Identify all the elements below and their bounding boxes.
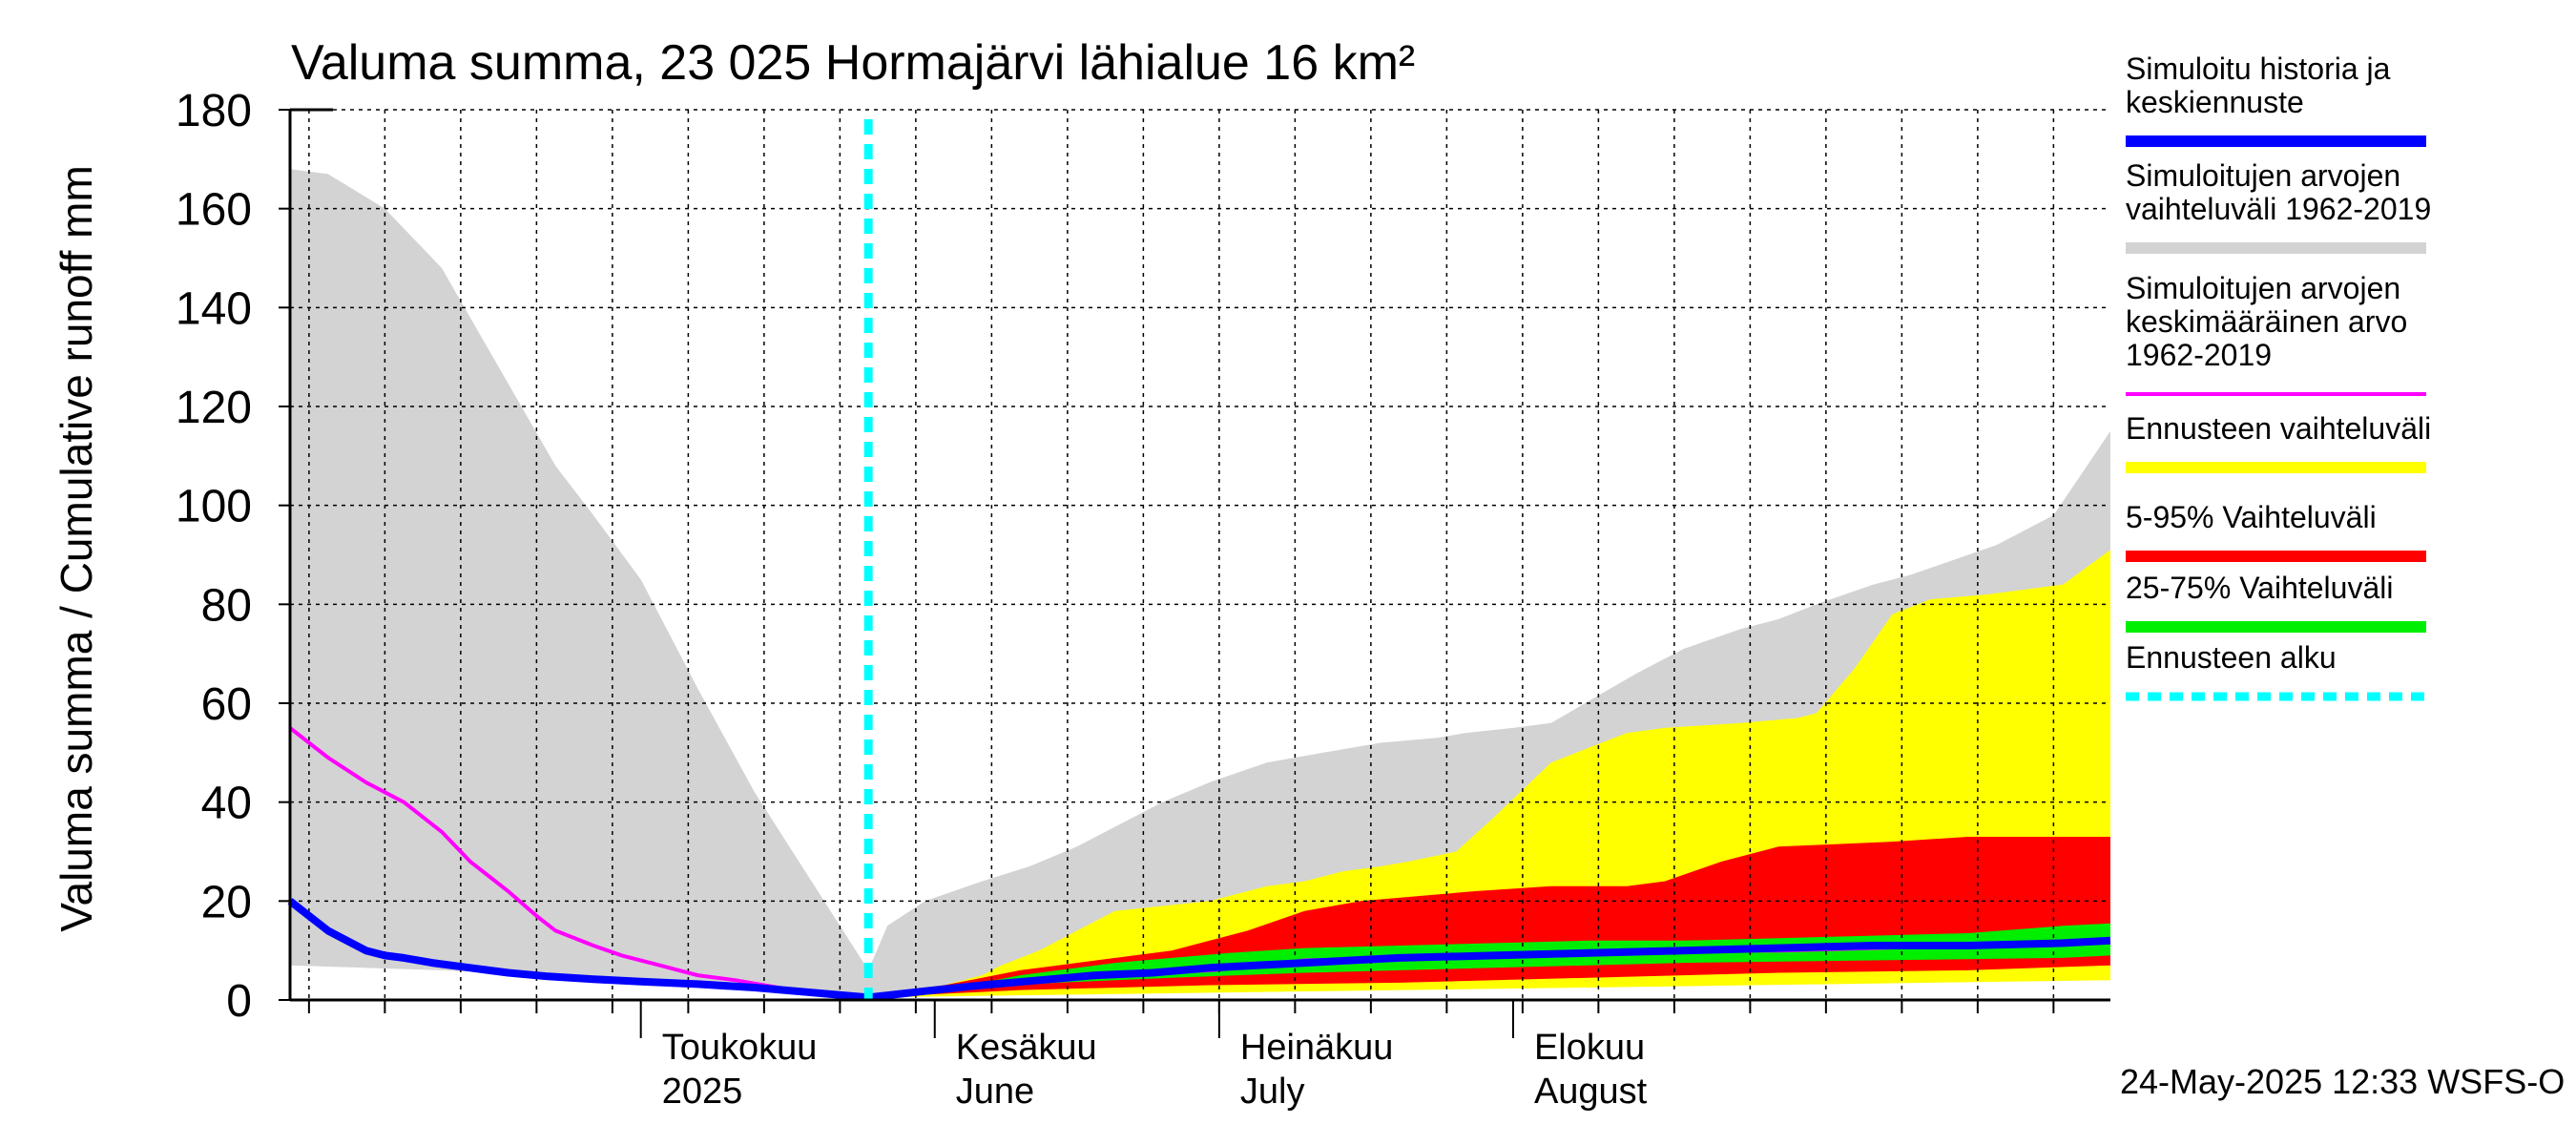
legend-label: Ennusteen vaihteluväli xyxy=(2126,411,2431,446)
x-month-label-fi: Toukokuu xyxy=(662,1028,818,1068)
x-month-label-en: 2025 xyxy=(662,1072,743,1112)
x-month-label-en: August xyxy=(1534,1072,1648,1112)
legend-label: Simuloitu historia ja xyxy=(2126,52,2391,86)
x-month-label-fi: Heinäkuu xyxy=(1240,1028,1394,1068)
plot-area xyxy=(290,169,2111,998)
y-tick-label: 180 xyxy=(176,86,252,136)
legend-label: 1962-2019 xyxy=(2126,338,2272,372)
y-tick-label: 0 xyxy=(226,976,252,1027)
y-tick-label: 100 xyxy=(176,482,252,532)
y-tick-label: 120 xyxy=(176,383,252,433)
legend-label: 5-95% Vaihteluväli xyxy=(2126,500,2377,534)
x-month-label-en: June xyxy=(956,1072,1034,1112)
y-tick-label: 60 xyxy=(201,679,252,730)
y-axis-label: Valuma summa / Cumulative runoff mm xyxy=(52,165,101,932)
legend-label: Ennusteen alku xyxy=(2126,640,2337,675)
y-tick-label: 40 xyxy=(201,779,252,829)
legend-label: vaihteluväli 1962-2019 xyxy=(2126,192,2431,226)
y-tick-label: 20 xyxy=(201,877,252,927)
legend-label: keskiennuste xyxy=(2126,85,2304,119)
timestamp-label: 24-May-2025 12:33 WSFS-O xyxy=(2120,1062,2565,1101)
legend-label: Simuloitujen arvojen xyxy=(2126,158,2400,193)
legend-label: Simuloitujen arvojen xyxy=(2126,271,2400,305)
legend-label: keskimääräinen arvo xyxy=(2126,304,2407,339)
x-month-label-en: July xyxy=(1240,1072,1305,1112)
series-lines xyxy=(287,119,2111,1002)
y-tick-label: 80 xyxy=(201,580,252,631)
x-month-label-fi: Kesäkuu xyxy=(956,1028,1097,1068)
y-tick-label: 140 xyxy=(176,283,252,334)
legend-label: 25-75% Vaihteluväli xyxy=(2126,571,2393,605)
chart-title: Valuma summa, 23 025 Hormajärvi lähialue… xyxy=(291,35,1415,91)
p25-75-band xyxy=(868,923,2111,998)
y-tick-label: 160 xyxy=(176,185,252,236)
x-month-label-fi: Elokuu xyxy=(1534,1028,1645,1068)
